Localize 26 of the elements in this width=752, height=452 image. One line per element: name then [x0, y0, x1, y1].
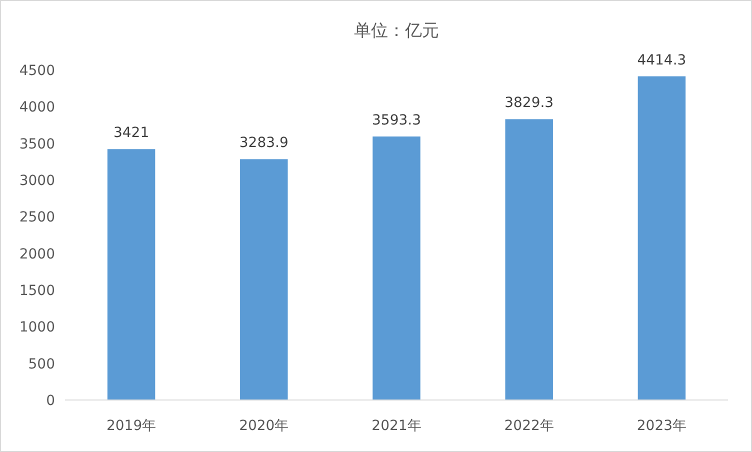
data-label: 3829.3: [504, 95, 554, 112]
data-label: 4414.3: [637, 52, 686, 68]
x-tick-label: 2021年: [372, 418, 422, 434]
y-tick-label: 2500: [19, 210, 55, 226]
data-label: 3421: [113, 125, 150, 142]
x-tick-label: 2023年: [636, 418, 687, 434]
chart-title: 单位：亿元: [354, 21, 439, 41]
x-tick-label: 2019年: [106, 418, 156, 434]
y-tick-label: 2000: [19, 246, 55, 262]
data-label: 3593.3: [372, 112, 421, 128]
y-tick-label: 500: [28, 356, 55, 372]
bar: [505, 119, 553, 400]
bar: [372, 136, 420, 400]
bar: [638, 76, 686, 400]
data-label: 3283.9: [239, 135, 288, 152]
x-tick-label: 2022年: [504, 418, 554, 434]
y-tick-label: 3000: [19, 173, 55, 189]
x-tick-label: 2020年: [239, 418, 289, 434]
y-tick-label: 4500: [19, 63, 55, 79]
bar: [107, 149, 156, 400]
y-tick-label: 0: [46, 393, 55, 409]
y-tick-label: 4000: [19, 100, 55, 116]
y-tick-label: 3500: [19, 136, 55, 152]
bar: [240, 159, 288, 400]
y-tick-label: 1500: [19, 283, 55, 299]
y-tick-label: 1000: [19, 320, 55, 336]
